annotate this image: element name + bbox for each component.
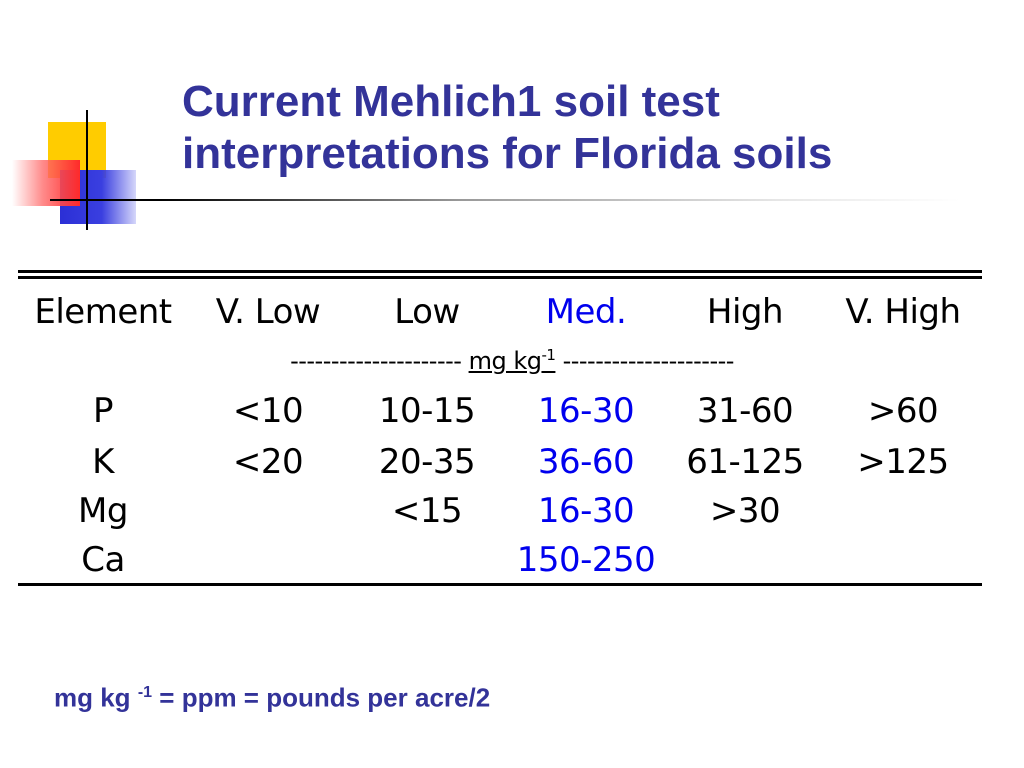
units-dashes-left: ---------------------	[290, 347, 462, 375]
header-low: Low	[394, 292, 460, 332]
slide-title: Current Mehlich1 soil test interpretatio…	[182, 76, 832, 180]
row-mg-medium: 16-30	[537, 491, 635, 531]
unit-conversion-note: mg kg -1 = ppm = pounds per acre/2	[54, 677, 490, 714]
table-top-rule-1	[18, 270, 982, 273]
units-text: mg kg	[468, 347, 542, 375]
vertical-rule-decoration	[86, 110, 88, 230]
row-k-element: K	[92, 442, 114, 482]
row-k-very-low: <20	[232, 442, 304, 482]
table-top-rule-2	[18, 276, 982, 279]
row-p-low: 10-15	[378, 391, 476, 431]
footer-unit: mg kg	[54, 682, 131, 713]
row-p-very-high: >60	[867, 391, 939, 431]
row-mg-element: Mg	[78, 491, 128, 531]
row-k-medium: 36-60	[537, 442, 635, 482]
row-p-high: 31-60	[696, 391, 794, 431]
units-dashes-right: ---------------------	[562, 347, 735, 375]
units-label: mg kg-1	[468, 346, 556, 375]
footer-equation: = ppm = pounds per acre/2	[159, 682, 491, 713]
red-square-decoration	[12, 160, 80, 206]
footer-exponent: -1	[137, 684, 153, 701]
row-mg-low: <15	[391, 491, 463, 531]
row-p-very-low: <10	[232, 391, 304, 431]
header-very-high: V. High	[845, 292, 961, 332]
header-element: Element	[34, 292, 172, 332]
header-medium: Med.	[545, 292, 627, 332]
title-line-1: Current Mehlich1 soil test	[182, 77, 720, 126]
row-k-very-high: >125	[857, 442, 949, 482]
header-very-low: V. Low	[215, 292, 321, 332]
table-bottom-rule	[18, 583, 982, 586]
units-exponent: -1	[541, 346, 556, 364]
units-row: --------------------- mg kg-1 ----------…	[0, 340, 1024, 376]
row-mg-high: >30	[709, 491, 781, 531]
row-k-low: 20-35	[378, 442, 476, 482]
row-k-high: 61-125	[686, 442, 804, 482]
title-underline	[50, 199, 960, 201]
row-ca-element: Ca	[81, 540, 125, 580]
title-line-2: interpretations for Florida soils	[182, 129, 833, 178]
header-high: High	[706, 292, 784, 332]
row-p-element: P	[92, 391, 114, 431]
row-ca-medium: 150-250	[516, 540, 656, 580]
row-p-medium: 16-30	[537, 391, 635, 431]
